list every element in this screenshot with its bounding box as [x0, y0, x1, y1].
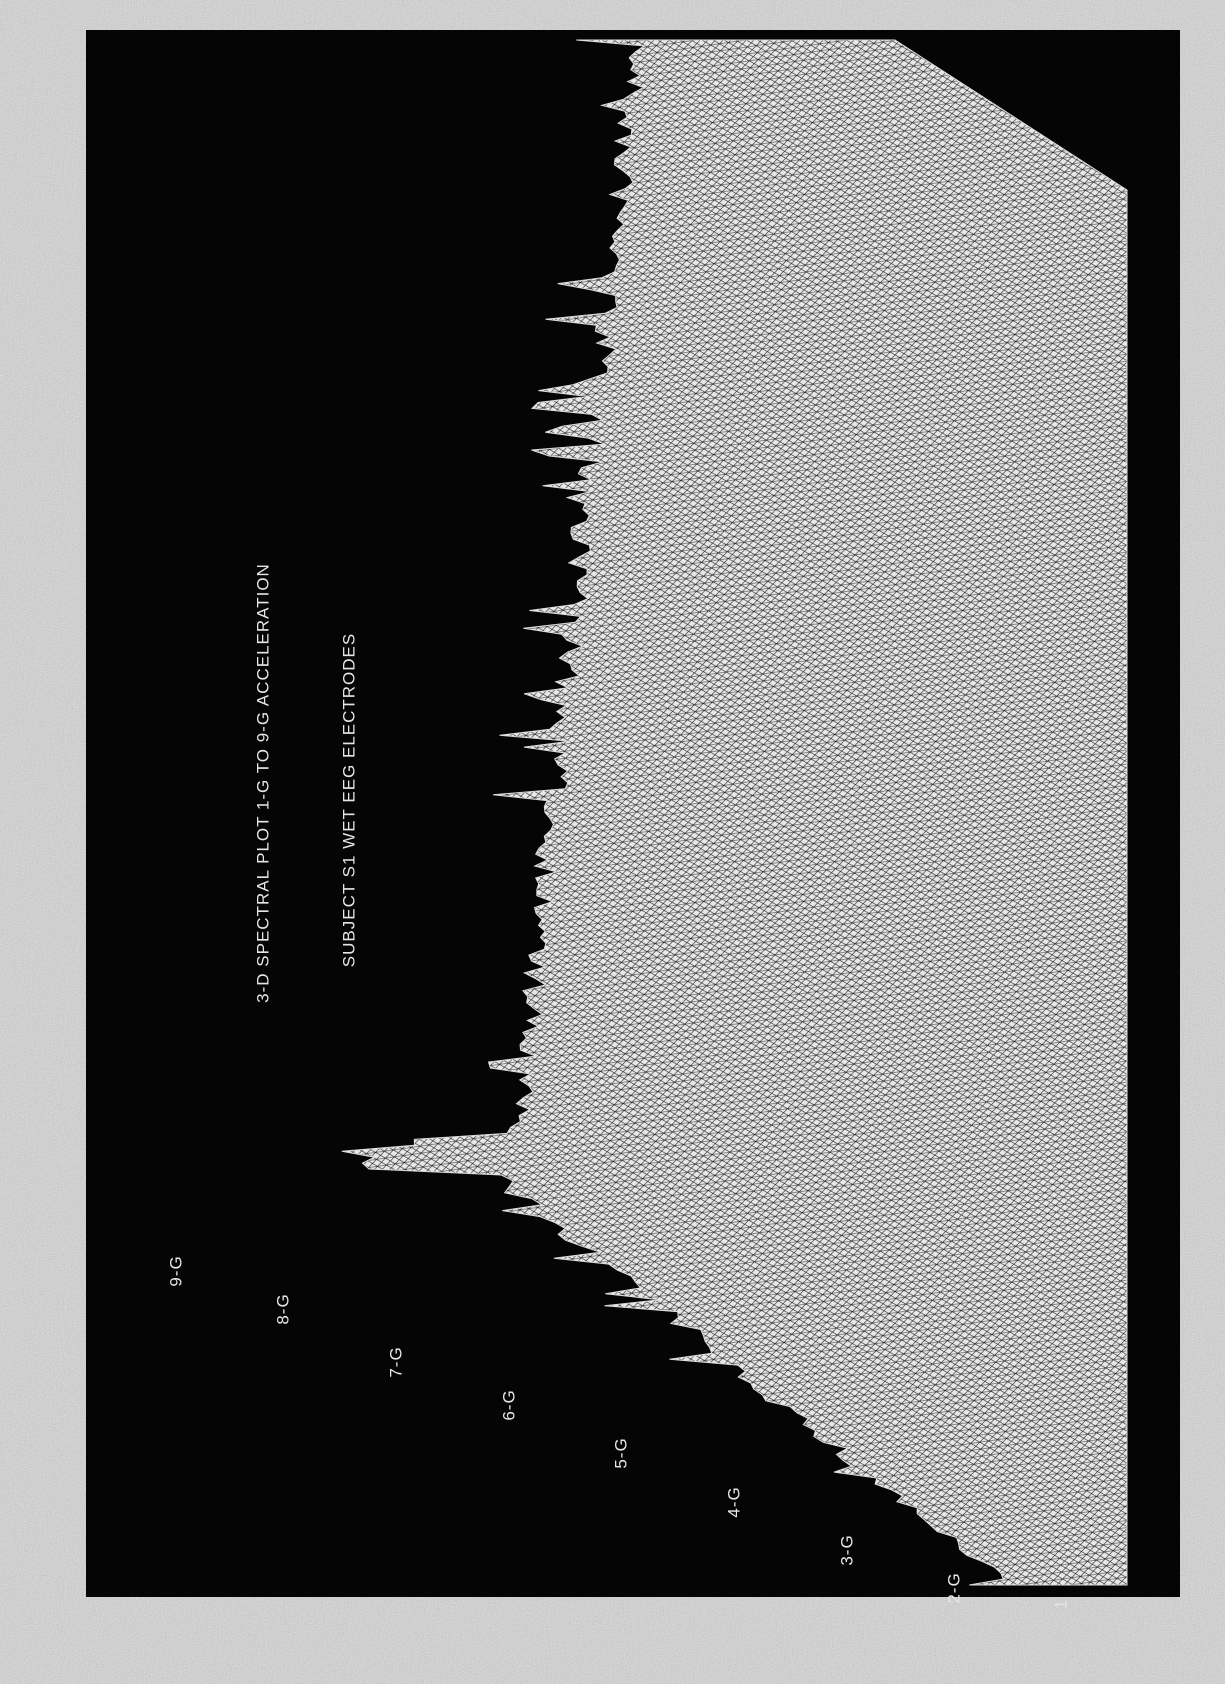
- level-label: 5-G: [611, 1437, 630, 1468]
- level-label: 7-G: [386, 1346, 405, 1377]
- plot-labels: 3-D SPECTRAL PLOT 1-G TO 9-G ACCELERATIO…: [166, 563, 1070, 1609]
- surface-mesh: [341, 39, 1128, 1586]
- plot-subtitle: SUBJECT S1 WET EEG ELECTRODES: [339, 633, 358, 967]
- level-label: 3-G: [837, 1534, 856, 1565]
- plot-title: 3-D SPECTRAL PLOT 1-G TO 9-G ACCELERATIO…: [253, 563, 272, 1003]
- level-label: 4-G: [724, 1486, 743, 1517]
- level-label: 9-G: [166, 1255, 185, 1286]
- level-label: 6-G: [499, 1389, 518, 1420]
- spectral-surface: [341, 39, 1128, 1586]
- level-label: 2-G: [944, 1572, 963, 1603]
- level-label: 8-G: [273, 1293, 292, 1324]
- level-label: 1: [1051, 1599, 1070, 1609]
